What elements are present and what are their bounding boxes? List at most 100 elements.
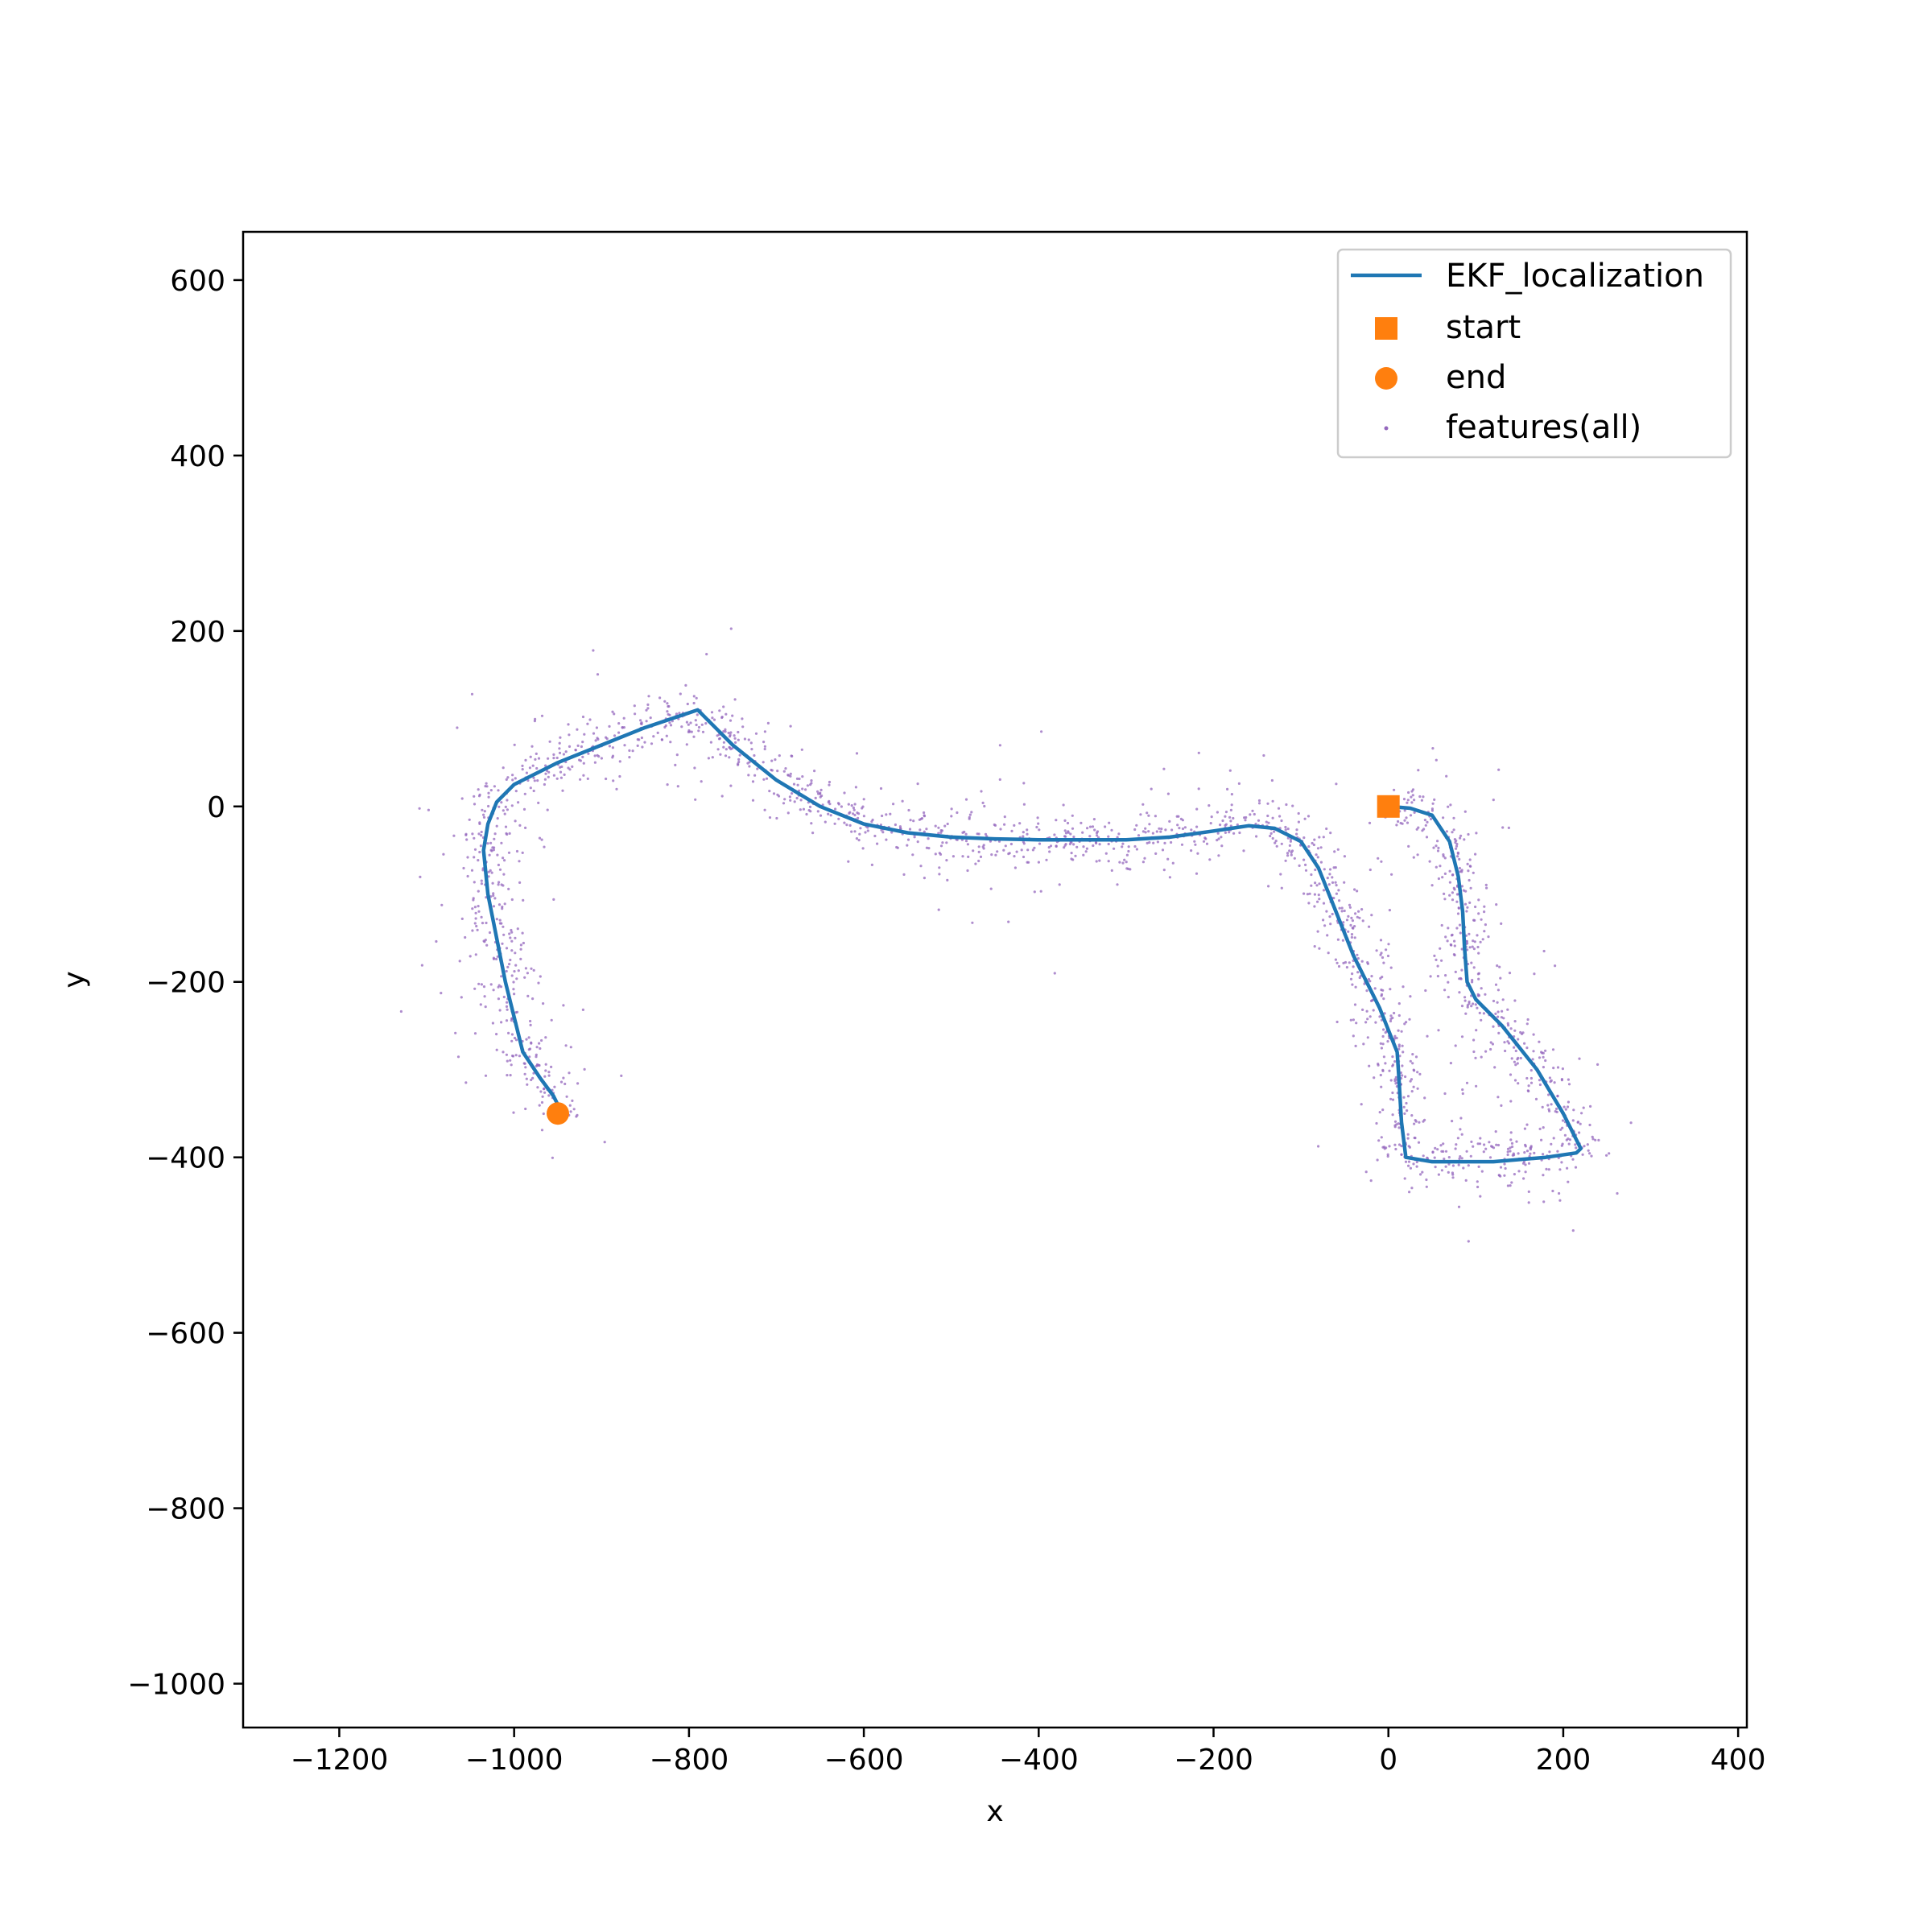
feature-point [747, 738, 750, 741]
feature-point [1181, 819, 1184, 822]
feature-point [1429, 975, 1432, 978]
feature-point [564, 1044, 568, 1047]
feature-point [1388, 1069, 1391, 1072]
feature-point [1326, 934, 1329, 937]
feature-point [1406, 1095, 1410, 1098]
feature-point [1500, 1016, 1503, 1019]
feature-point [1468, 878, 1471, 882]
feature-point [1403, 1022, 1406, 1026]
feature-point [1348, 906, 1352, 909]
feature-point [538, 836, 542, 840]
feature-point [1500, 922, 1503, 925]
feature-point [1395, 824, 1398, 827]
feature-point [943, 824, 947, 828]
feature-point [1197, 751, 1200, 754]
feature-point [611, 746, 615, 749]
feature-point [507, 851, 511, 854]
feature-point [475, 924, 478, 928]
feature-point [1397, 819, 1400, 824]
feature-point [586, 777, 589, 781]
feature-point [495, 1048, 498, 1051]
feature-point [678, 712, 681, 715]
feature-point [597, 737, 600, 741]
feature-point [1397, 1002, 1401, 1005]
feature-point [999, 828, 1002, 831]
feature-point [1470, 961, 1473, 964]
feature-point [1352, 1018, 1355, 1022]
feature-point [502, 995, 506, 999]
feature-point [772, 792, 776, 795]
feature-point [1444, 974, 1447, 977]
feature-point [1525, 1022, 1529, 1026]
feature-point [1297, 811, 1300, 815]
feature-point [1594, 1138, 1597, 1141]
feature-point [1447, 980, 1450, 984]
feature-point [977, 845, 980, 848]
feature-point [1262, 753, 1265, 758]
feature-point [1297, 820, 1300, 824]
feature-point [1150, 787, 1153, 791]
feature-point [530, 1042, 533, 1045]
end-marker [547, 1102, 569, 1125]
x-tick-label: −400 [999, 1744, 1079, 1777]
feature-point [1473, 919, 1476, 922]
feature-point [1571, 1158, 1575, 1161]
feature-point [946, 878, 949, 881]
feature-point [870, 820, 873, 824]
legend-start-square-icon [1375, 317, 1397, 340]
feature-point [1445, 774, 1448, 778]
feature-point [502, 925, 505, 928]
feature-point [1409, 1166, 1412, 1170]
feature-point [491, 1022, 495, 1025]
feature-point [1092, 818, 1096, 821]
feature-point [1374, 1021, 1377, 1024]
feature-point [1022, 855, 1026, 859]
feature-point [1424, 989, 1427, 993]
feature-point [1509, 1100, 1513, 1103]
feature-point [676, 785, 679, 788]
feature-point [1205, 842, 1209, 845]
feature-point [479, 1003, 482, 1006]
feature-point [515, 977, 518, 980]
feature-point [1462, 1166, 1465, 1170]
feature-point [1465, 939, 1468, 943]
feature-point [1412, 1162, 1415, 1166]
axes-frame [242, 230, 1748, 1729]
feature-point [1484, 1050, 1488, 1053]
feature-point [763, 745, 767, 748]
feature-point [497, 997, 501, 1001]
feature-point [1432, 846, 1435, 849]
feature-point [1468, 946, 1472, 949]
feature-point [1383, 1012, 1386, 1015]
feature-point [460, 917, 464, 920]
feature-point [503, 902, 506, 906]
feature-point [1484, 1147, 1488, 1150]
feature-point [1406, 821, 1410, 824]
feature-point [1567, 1078, 1570, 1081]
feature-point [1442, 1142, 1445, 1146]
feature-point [896, 846, 899, 849]
feature-point [576, 744, 580, 748]
feature-point [558, 751, 562, 755]
feature-point [645, 720, 648, 723]
feature-point [484, 1005, 487, 1009]
feature-point [1249, 813, 1252, 816]
feature-point [489, 983, 493, 986]
feature-point [1405, 1021, 1408, 1024]
feature-point [1081, 831, 1084, 834]
feature-point [473, 803, 477, 806]
feature-point [770, 769, 774, 772]
feature-point [1439, 947, 1442, 950]
feature-point [820, 794, 824, 798]
feature-point [737, 763, 740, 766]
feature-point [1454, 1147, 1457, 1150]
feature-point [454, 1031, 457, 1034]
feature-point [1448, 869, 1451, 873]
feature-point [1588, 1123, 1591, 1127]
feature-point [1386, 1154, 1389, 1158]
feature-point [837, 803, 840, 806]
feature-point [945, 859, 948, 862]
feature-point [1362, 1042, 1365, 1046]
feature-point [1468, 858, 1472, 861]
feature-point [1476, 1180, 1479, 1183]
